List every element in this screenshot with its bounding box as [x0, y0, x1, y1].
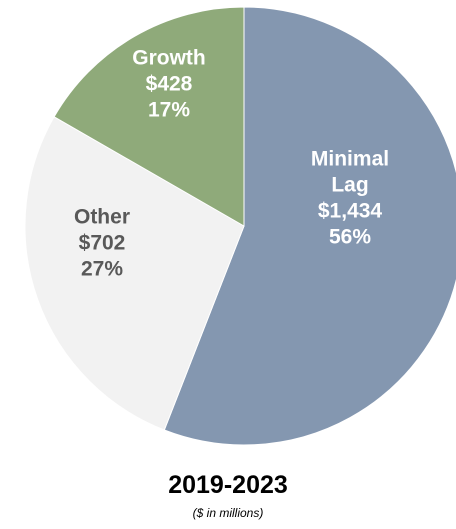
slice-label-minimal-lag: Minimal Lag $1,434 56%	[311, 148, 389, 249]
pie-chart: Minimal Lag $1,434 56% Other $702 27% Growth $42…	[24, 6, 456, 446]
pie-slice-growth	[53, 6, 245, 227]
pie-slice-minimal-lag	[163, 6, 456, 446]
data-label: Minimal	[311, 148, 389, 171]
data-label: 56%	[329, 226, 371, 249]
data-label: $1,434	[318, 200, 383, 223]
data-label: 27%	[81, 258, 123, 281]
data-label: $702	[79, 232, 126, 255]
pie-slice-other	[24, 116, 245, 431]
data-label: Growth	[132, 47, 206, 70]
data-label: Lag	[331, 174, 368, 197]
slice-label-other: Other $702 27%	[74, 206, 130, 281]
data-label: Other	[74, 206, 130, 229]
data-label: $428	[146, 73, 193, 96]
data-label: 17%	[148, 99, 190, 122]
chart-subtitle: ($ in millions)	[192, 506, 264, 520]
chart-title: 2019-2023	[168, 471, 288, 499]
slice-label-growth: Growth $428 17%	[132, 47, 206, 122]
